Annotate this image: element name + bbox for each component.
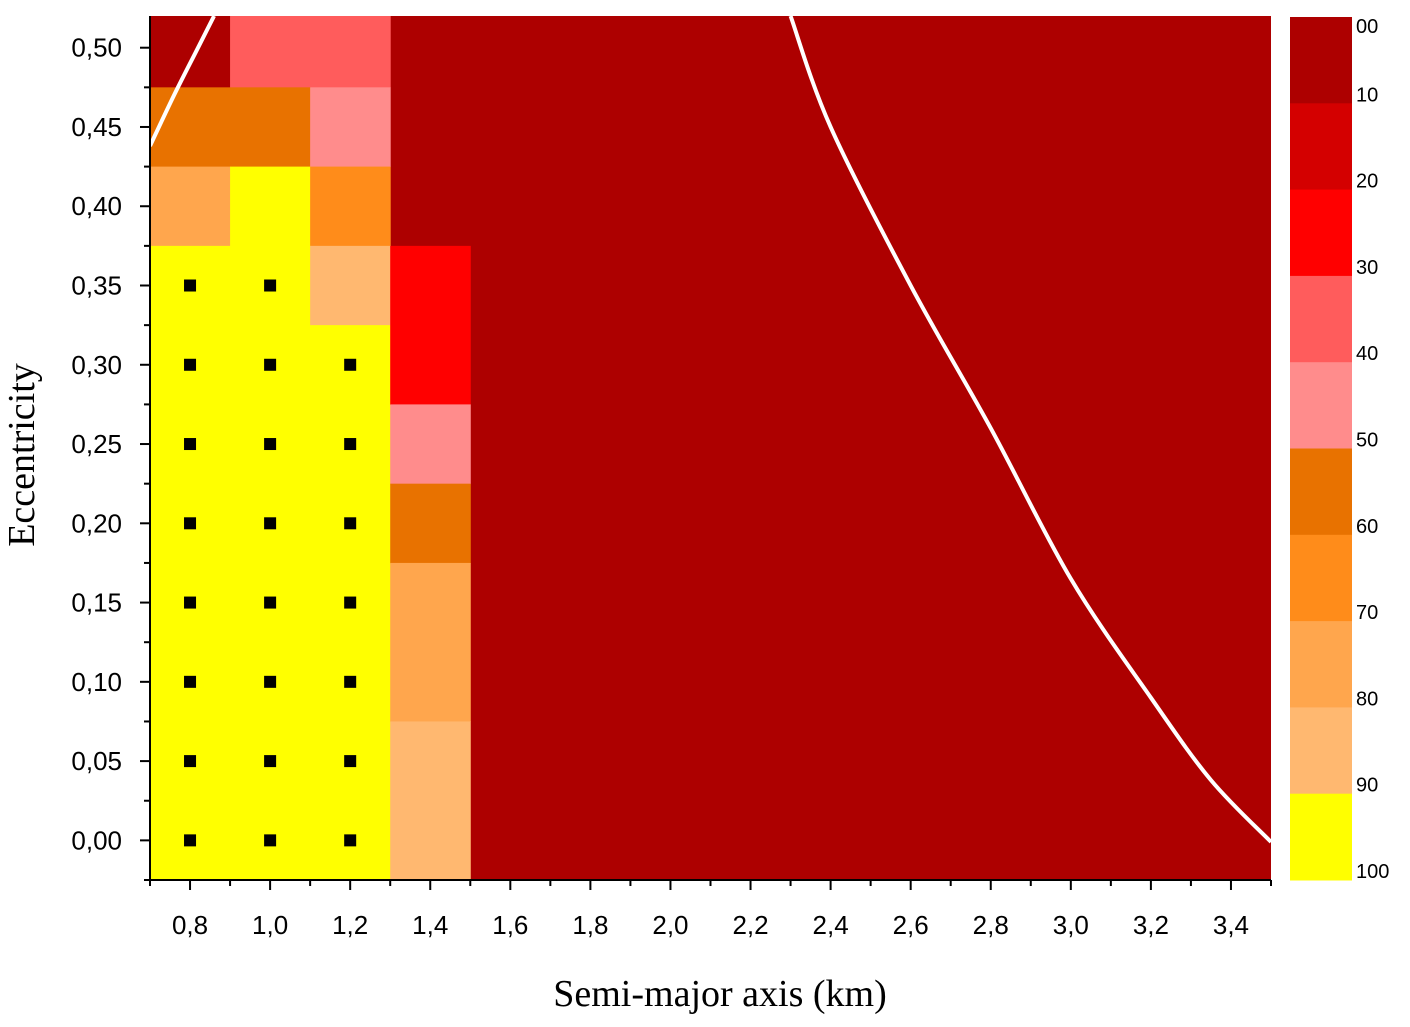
- data-point-marker: [264, 596, 277, 609]
- data-point-marker: [264, 675, 277, 688]
- data-point-marker: [264, 358, 277, 371]
- y-tick-label: 0,25: [71, 429, 122, 459]
- data-point-marker: [344, 596, 357, 609]
- heatmap-cell: [310, 87, 391, 168]
- boundary-curves: [150, 16, 1271, 844]
- x-tick-label: 1,8: [572, 910, 608, 940]
- colorbar-label: 20: [1356, 171, 1378, 193]
- colorbar-label: 90: [1356, 775, 1378, 797]
- x-tick-label: 3,0: [1053, 910, 1089, 940]
- data-point-marker: [344, 517, 357, 530]
- x-tick-label: 2,6: [893, 910, 929, 940]
- colorbar-label: 100: [1356, 861, 1389, 883]
- data-point-marker: [264, 279, 277, 292]
- stable-markers: [184, 279, 357, 847]
- data-point-marker: [184, 675, 197, 688]
- y-tick-label: 0,45: [71, 112, 122, 142]
- colorbar-bin: [1290, 534, 1352, 622]
- colorbar-label: 50: [1356, 430, 1378, 452]
- heatmap-cell: [150, 87, 311, 168]
- data-point-marker: [184, 517, 197, 530]
- heatmap-cell: [310, 245, 391, 326]
- colorbar-label: 40: [1356, 343, 1378, 365]
- heatmap-cells: [150, 16, 1271, 881]
- colorbar-label: 60: [1356, 516, 1378, 538]
- data-point-marker: [184, 279, 197, 292]
- y-tick-label: 0,40: [71, 191, 122, 221]
- colorbar-label: 00: [1356, 16, 1378, 38]
- colorbar-label: 30: [1356, 257, 1378, 279]
- y-tick-label: 0,30: [71, 350, 122, 380]
- heatmap-cell: [310, 166, 391, 247]
- y-tick-label: 0,05: [71, 746, 122, 776]
- data-point-marker: [344, 675, 357, 688]
- y-tick-label: 0,20: [71, 508, 122, 538]
- x-tick-label: 3,4: [1213, 910, 1249, 940]
- colorbar: 00 10 20 30 40 50 60 70 80 90 100: [1290, 16, 1389, 883]
- colorbar-bin: [1290, 275, 1352, 363]
- heatmap-cell: [230, 166, 311, 247]
- heatmap-cell: [390, 404, 471, 485]
- x-tick-label: 3,2: [1133, 910, 1169, 940]
- data-point-marker: [184, 596, 197, 609]
- heatmap-cell: [150, 16, 231, 88]
- data-point-marker: [344, 834, 357, 847]
- data-point-marker: [264, 834, 277, 847]
- data-point-marker: [184, 438, 197, 451]
- colorbar-bin: [1290, 621, 1352, 708]
- colorbar-label: 70: [1356, 602, 1378, 624]
- colorbar-bin: [1290, 793, 1352, 881]
- heatmap-cell: [390, 245, 471, 405]
- heatmap-cell: [390, 483, 471, 564]
- x-tick-label: 1,0: [252, 910, 288, 940]
- x-axis-title: Semi-major axis (km): [553, 973, 886, 1015]
- boundary-curve: [150, 16, 216, 147]
- data-point-marker: [344, 358, 357, 371]
- x-tick-label: 1,4: [412, 910, 448, 940]
- heatmap-cell: [150, 245, 311, 881]
- colorbar-bin: [1290, 189, 1352, 277]
- x-tick-label: 1,6: [492, 910, 528, 940]
- data-point-marker: [344, 755, 357, 768]
- y-tick-label: 0,15: [71, 588, 122, 618]
- data-point-marker: [264, 755, 277, 768]
- data-point-marker: [264, 517, 277, 530]
- colorbar-bin: [1290, 362, 1352, 449]
- colorbar-bin: [1290, 707, 1352, 795]
- colorbar-label: 80: [1356, 688, 1378, 710]
- y-tick-label: 0,10: [71, 667, 122, 697]
- colorbar-bin: [1290, 448, 1352, 536]
- boundary-curve: [788, 16, 1271, 844]
- colorbar-bin: [1290, 17, 1352, 104]
- y-tick-label: 0,00: [71, 825, 122, 855]
- heatmap-cell: [390, 562, 471, 722]
- x-tick-label: 0,8: [172, 910, 208, 940]
- colorbar-bin: [1290, 103, 1352, 191]
- x-tick-label: 2,2: [732, 910, 768, 940]
- x-tick-label: 2,0: [652, 910, 688, 940]
- y-tick-label: 0,50: [71, 33, 122, 63]
- data-point-marker: [184, 358, 197, 371]
- x-tick-label: 1,2: [332, 910, 368, 940]
- x-tick-label: 2,4: [813, 910, 849, 940]
- y-tick-label: 0,35: [71, 271, 122, 301]
- colorbar-label: 10: [1356, 84, 1378, 106]
- y-axis-ticks: 0,00 0,05 0,10 0,15 0,20 0,25 0,30 0,35 0,40 0,45…: [71, 33, 150, 881]
- data-point-marker: [184, 834, 197, 847]
- x-tick-label: 2,8: [973, 910, 1009, 940]
- y-axis-title: Eccentricity: [1, 363, 43, 547]
- heatmap-cell: [150, 166, 231, 247]
- data-point-marker: [184, 755, 197, 768]
- heatmap-cell: [390, 721, 471, 881]
- data-point-marker: [344, 438, 357, 451]
- heatmap-cell: [230, 16, 391, 88]
- x-axis-ticks: 0,8 1,0 1,2 1,4 1,6 1,8 2,0 2,2 2,4 2,6 2,8 3,0 3,2 3…: [149, 880, 1272, 940]
- data-point-marker: [264, 438, 277, 451]
